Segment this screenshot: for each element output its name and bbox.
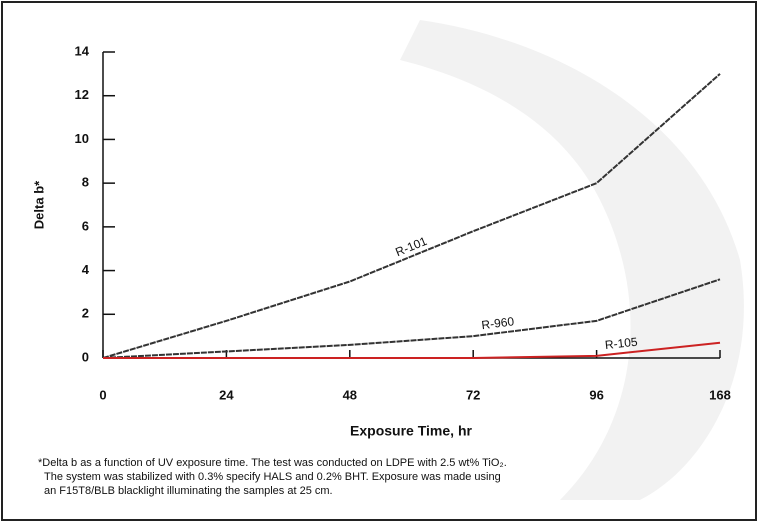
x-tick-label: 96 <box>589 387 603 402</box>
y-axis-label: Delta b* <box>31 180 46 229</box>
x-tick-label: 72 <box>466 387 480 402</box>
series-label: R-105 <box>604 335 638 352</box>
footnote: The system was stabilized with 0.3% spec… <box>44 471 501 483</box>
watermark <box>400 20 744 500</box>
y-tick-label: 4 <box>82 262 90 277</box>
x-axis-label: Exposure Time, hr <box>350 423 472 439</box>
y-tick-label: 12 <box>75 87 89 102</box>
series-line <box>102 73 721 359</box>
x-tick-label: 48 <box>343 387 357 402</box>
y-tick-label: 6 <box>82 218 89 233</box>
series-line <box>102 278 721 359</box>
y-tick-label: 10 <box>75 131 89 146</box>
series-label: R-960 <box>481 314 515 332</box>
footnote: an F15T8/BLB blacklight illuminating the… <box>44 485 333 497</box>
y-tick-label: 0 <box>82 349 89 364</box>
y-tick-label: 8 <box>82 175 89 190</box>
x-tick-label: 168 <box>709 387 731 402</box>
series-line <box>103 341 721 359</box>
footnote: *Delta b as a function of UV exposure ti… <box>38 457 507 469</box>
x-tick-label: 0 <box>99 387 106 402</box>
x-tick-label: 24 <box>219 387 234 402</box>
y-tick-label: 14 <box>75 43 90 58</box>
y-tick-label: 2 <box>82 306 89 321</box>
